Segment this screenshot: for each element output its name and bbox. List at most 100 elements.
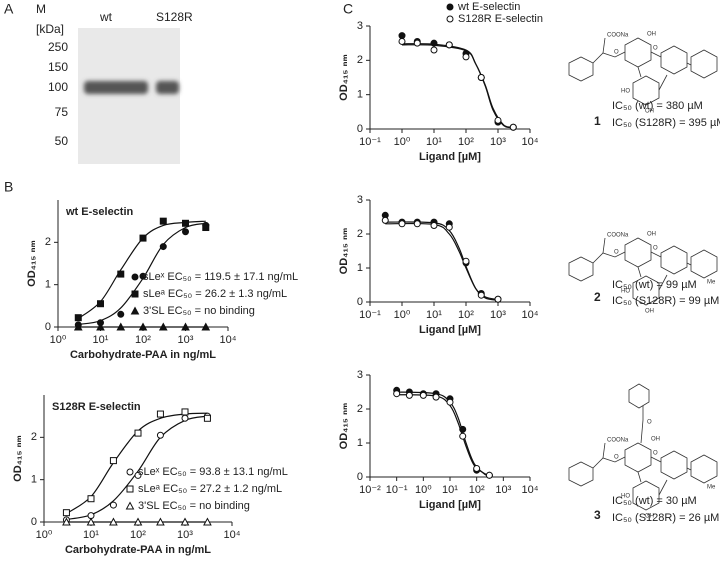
x-tick-label: 10⁰ xyxy=(50,334,67,346)
legend-marker xyxy=(126,468,134,476)
chart-title: wt E-selectin xyxy=(65,206,134,218)
x-tick-label: 10² xyxy=(130,529,146,541)
x-tick-label: 10³ xyxy=(490,136,506,148)
data-point xyxy=(73,322,83,331)
data-point xyxy=(462,53,470,61)
ic50-text: IC₅₀ (S128R) = 26 µM xyxy=(612,512,719,524)
data-point xyxy=(181,414,189,422)
data-point xyxy=(430,222,438,229)
data-point xyxy=(432,393,440,401)
x-tick-label: 10³ xyxy=(490,309,506,321)
x-tick-label: 10⁻² xyxy=(359,484,381,496)
data-point xyxy=(477,291,485,299)
ic50-text: IC₅₀ (wt) = 99 µM xyxy=(612,279,697,291)
data-point xyxy=(473,465,481,472)
panel-letter: C xyxy=(343,1,353,17)
atom-label: HO xyxy=(621,494,630,500)
legend-marker xyxy=(131,290,139,298)
data-point xyxy=(62,517,71,526)
data-point xyxy=(462,257,470,265)
y-tick-label: 1 xyxy=(31,474,37,486)
atom-label: COONa xyxy=(607,233,629,239)
lane-label: M xyxy=(36,2,46,16)
data-point xyxy=(134,471,142,479)
fit-curve xyxy=(385,221,499,301)
data-point xyxy=(398,32,406,40)
y-tick-label: 2 xyxy=(357,228,363,240)
y-tick-label: 0 xyxy=(357,471,363,483)
data-point xyxy=(109,517,118,526)
ic50-text: IC₅₀ (wt) = 380 µM xyxy=(612,100,703,112)
structure: COONa O OH HO OH O Me xyxy=(568,232,718,315)
data-point xyxy=(202,224,210,232)
marker-label: 50 xyxy=(55,134,69,148)
data-point xyxy=(203,414,211,422)
atom-label: O xyxy=(614,50,619,56)
x-tick-label: 10⁴ xyxy=(522,309,539,321)
legend-marker xyxy=(446,15,454,23)
marker-label: 250 xyxy=(48,40,68,54)
data-point xyxy=(139,234,147,242)
compound-number: 1 xyxy=(594,114,601,128)
data-point xyxy=(182,228,189,236)
y-axis-label: OD₄₁₅ ₙₘ xyxy=(12,435,24,482)
atom-label: O xyxy=(614,250,619,256)
y-tick-label: 3 xyxy=(357,194,363,206)
marker-label: 100 xyxy=(48,80,68,94)
compound-number: 3 xyxy=(594,508,601,522)
x-tick-label: 10³ xyxy=(178,334,194,346)
x-axis-label: Carbohydrate-PAA in ng/mL xyxy=(70,349,216,361)
atom-label: OH xyxy=(645,514,654,520)
data-point xyxy=(156,431,164,439)
fit-curve xyxy=(385,222,499,301)
data-point xyxy=(398,220,406,228)
y-tick-label: 2 xyxy=(357,403,363,415)
data-point xyxy=(413,39,421,47)
x-tick-label: 10¹ xyxy=(426,136,442,148)
legend-label: sLeᵃ EC₅₀ = 26.2 ± 1.3 ng/mL xyxy=(143,288,287,300)
x-tick-label: 10⁻¹ xyxy=(386,484,408,496)
x-tick-label: 10⁴ xyxy=(522,484,539,496)
data-point xyxy=(116,322,126,331)
x-axis-label: Ligand [µM] xyxy=(419,324,481,336)
x-axis-label: Ligand [µM] xyxy=(419,499,481,511)
x-tick-label: 10¹ xyxy=(83,529,99,541)
x-tick-label: 10⁰ xyxy=(394,309,411,321)
legend-marker xyxy=(446,3,454,11)
data-point xyxy=(159,217,167,225)
ic50-text: IC₅₀ (S128R) = 99 µM xyxy=(612,295,719,307)
data-point xyxy=(156,410,164,418)
atom-label: OH xyxy=(645,309,654,315)
atom-label: O xyxy=(647,420,652,426)
legend-label: S128R E-selectin xyxy=(458,13,543,25)
legend-label: 3'SL EC₅₀ = no binding xyxy=(138,500,250,512)
y-tick-label: 1 xyxy=(357,437,363,449)
data-point xyxy=(86,517,96,526)
data-point xyxy=(381,216,389,224)
ic50-text: IC₅₀ (wt) = 30 µM xyxy=(612,495,697,507)
x-tick-label: 10³ xyxy=(177,529,193,541)
data-point xyxy=(182,219,189,227)
y-tick-label: 3 xyxy=(357,20,363,32)
atom-label: OH xyxy=(651,437,660,443)
data-point xyxy=(159,243,167,251)
chart-title: S128R E-selectin xyxy=(52,401,141,413)
x-tick-label: 10⁻¹ xyxy=(359,309,381,321)
y-tick-label: 2 xyxy=(31,431,37,443)
data-point xyxy=(109,501,117,509)
legend-marker xyxy=(131,273,139,281)
atom-label: COONa xyxy=(607,33,629,39)
y-tick-label: 1 xyxy=(357,262,363,274)
x-tick-label: 10⁰ xyxy=(415,484,432,496)
x-tick-label: 10⁴ xyxy=(224,529,241,541)
blot-band xyxy=(84,81,148,94)
fit-curve xyxy=(396,391,490,477)
data-point xyxy=(494,295,502,303)
x-tick-label: 10⁰ xyxy=(394,136,411,148)
data-point xyxy=(477,74,485,81)
y-axis-label: OD₄₁₅ ₙₘ xyxy=(338,403,350,450)
data-point xyxy=(494,116,502,124)
x-tick-label: 10⁴ xyxy=(220,334,237,346)
data-point xyxy=(398,37,406,45)
data-point xyxy=(87,495,95,503)
